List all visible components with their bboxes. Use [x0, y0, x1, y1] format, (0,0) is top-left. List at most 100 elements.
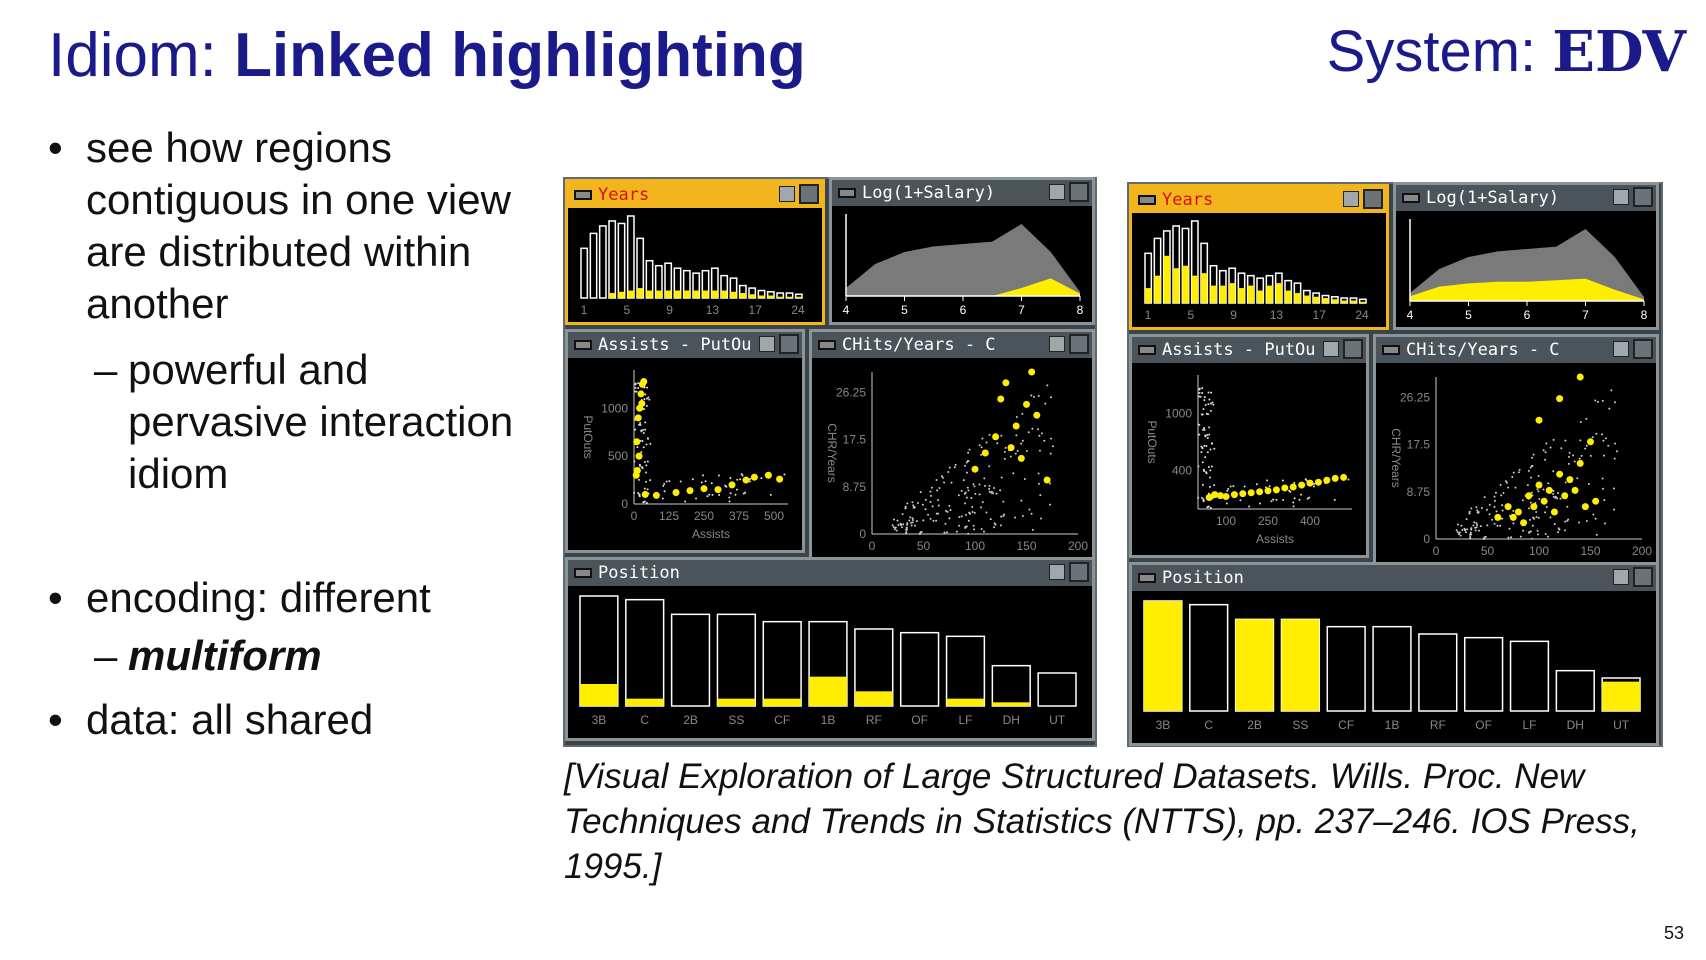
assists-point: [644, 393, 647, 396]
chits-point: [1003, 513, 1006, 516]
assists-point: [634, 386, 637, 389]
chits-point: [1016, 449, 1019, 452]
window-maximize-icon[interactable]: [779, 334, 799, 354]
window-menu-icon[interactable]: [574, 568, 592, 578]
chits-point-highlight: [1525, 492, 1533, 500]
assists-point: [1298, 498, 1301, 501]
window-assists[interactable]: Assists - PutOu 0 125 250 375 500 1000 500 0 Assi…: [565, 329, 805, 553]
chits-point: [1475, 522, 1478, 525]
window-position[interactable]: Position 3B C 2B SS CF 1B RF OF LF DH UT: [565, 557, 1095, 741]
chits-point: [950, 481, 953, 484]
window-iconify-icon[interactable]: [1049, 564, 1065, 580]
window-titlebar[interactable]: Years: [1132, 187, 1386, 213]
chits-x-tick-label: 0: [1433, 544, 1440, 558]
window-maximize-icon[interactable]: [1633, 567, 1653, 587]
years-bar-highlight: [665, 290, 672, 298]
window-iconify-icon[interactable]: [1613, 341, 1629, 357]
chits-point: [1501, 504, 1504, 507]
assists-point: [724, 484, 727, 487]
years-bar-highlight: [1238, 288, 1245, 303]
chits-point: [1508, 527, 1511, 530]
window-titlebar[interactable]: Assists - PutOu: [1132, 337, 1366, 363]
window-titlebar[interactable]: Log(1+Salary): [832, 180, 1092, 206]
window-titlebar[interactable]: Position: [568, 560, 1092, 586]
window-position[interactable]: Position 3B C 2B SS CF 1B RF OF LF DH UT: [1129, 562, 1659, 746]
years-bar-highlight: [1294, 293, 1301, 303]
chits-point: [1578, 457, 1581, 460]
window-iconify-icon[interactable]: [1049, 336, 1065, 352]
chits-point: [1552, 495, 1555, 498]
chits-point: [996, 442, 999, 445]
chits-point: [978, 483, 981, 486]
window-maximize-icon[interactable]: [1343, 339, 1363, 359]
chits-point: [1572, 454, 1575, 457]
years-bar-highlight: [1201, 273, 1208, 303]
chits-point: [1538, 497, 1541, 500]
assists-point: [644, 428, 647, 431]
window-iconify-icon[interactable]: [759, 336, 775, 352]
window-maximize-icon[interactable]: [1069, 334, 1089, 354]
window-maximize-icon[interactable]: [1069, 562, 1089, 582]
chits-point-highlight: [1012, 422, 1020, 430]
window-assists[interactable]: Assists - PutOu 100 250 400 1000 400 Assists Pu…: [1129, 334, 1369, 558]
window-menu-icon[interactable]: [574, 340, 592, 350]
chits-point-highlight: [1530, 503, 1538, 511]
window-chits[interactable]: CHits/Years - C 0 50 100 150 200 26.25 17.5 8.75…: [1373, 334, 1659, 588]
assists-point-highlight: [638, 400, 646, 407]
window-titlebar[interactable]: Years: [568, 182, 822, 208]
window-maximize-icon[interactable]: [1363, 189, 1383, 209]
window-menu-icon[interactable]: [574, 190, 592, 200]
window-iconify-icon[interactable]: [779, 186, 795, 202]
window-menu-icon[interactable]: [1138, 573, 1156, 583]
window-iconify-icon[interactable]: [1323, 341, 1339, 357]
window-menu-icon[interactable]: [1138, 195, 1156, 205]
assists-y-label: PutOuts: [581, 415, 595, 458]
window-menu-icon[interactable]: [1138, 345, 1156, 355]
window-menu-icon[interactable]: [1402, 193, 1420, 203]
window-chits[interactable]: CHits/Years - C 0 50 100 150 200 26.25 17.5 8.75…: [809, 329, 1095, 583]
chits-point: [910, 521, 913, 524]
years-tick-label: 1: [1145, 308, 1152, 322]
salary-area: [846, 224, 1080, 296]
window-years[interactable]: Years 1 5 9 13 17 24: [565, 179, 825, 325]
chits-point-highlight: [1540, 497, 1548, 505]
window-years[interactable]: Years 1 5 9 13 17 24: [1129, 184, 1389, 330]
chits-point: [1474, 526, 1477, 529]
position-tick-label: 1B: [821, 713, 836, 727]
window-menu-icon[interactable]: [818, 340, 836, 350]
window-titlebar[interactable]: CHits/Years - C: [812, 332, 1092, 358]
window-titlebar[interactable]: Assists - PutOu: [568, 332, 802, 358]
window-iconify-icon[interactable]: [1049, 184, 1065, 200]
window-salary[interactable]: Log(1+Salary) 4 5 6 7 8: [1393, 182, 1659, 330]
window-menu-icon[interactable]: [1382, 345, 1400, 355]
assists-point: [1197, 395, 1200, 398]
chits-point: [1038, 434, 1041, 437]
chits-point: [983, 477, 986, 480]
assists-point: [736, 478, 739, 481]
years-bar-highlight: [1182, 265, 1189, 303]
assists-point: [1197, 465, 1200, 468]
chits-point-highlight: [1520, 519, 1528, 527]
window-iconify-icon[interactable]: [1613, 189, 1629, 205]
chits-point: [1601, 433, 1604, 436]
window-menu-icon[interactable]: [838, 188, 856, 198]
assists-x-tick-label: 400: [1300, 514, 1320, 528]
assists-point: [783, 473, 786, 476]
window-maximize-icon[interactable]: [1633, 187, 1653, 207]
window-maximize-icon[interactable]: [1633, 339, 1653, 359]
chits-point: [1537, 474, 1540, 477]
assists-point-highlight: [1230, 491, 1238, 499]
window-salary[interactable]: Log(1+Salary) 4 5 6 7 8: [829, 177, 1095, 325]
window-iconify-icon[interactable]: [1343, 191, 1359, 207]
window-iconify-icon[interactable]: [1613, 569, 1629, 585]
window-titlebar[interactable]: Position: [1132, 565, 1656, 591]
assists-point: [1308, 496, 1311, 499]
position-tick-label: C: [640, 713, 649, 727]
assists-point: [728, 500, 731, 503]
window-titlebar[interactable]: Log(1+Salary): [1396, 185, 1656, 211]
chits-point: [1552, 470, 1555, 473]
window-titlebar[interactable]: CHits/Years - C: [1376, 337, 1656, 363]
window-maximize-icon[interactable]: [799, 184, 819, 204]
chits-point: [1474, 529, 1477, 532]
window-maximize-icon[interactable]: [1069, 182, 1089, 202]
